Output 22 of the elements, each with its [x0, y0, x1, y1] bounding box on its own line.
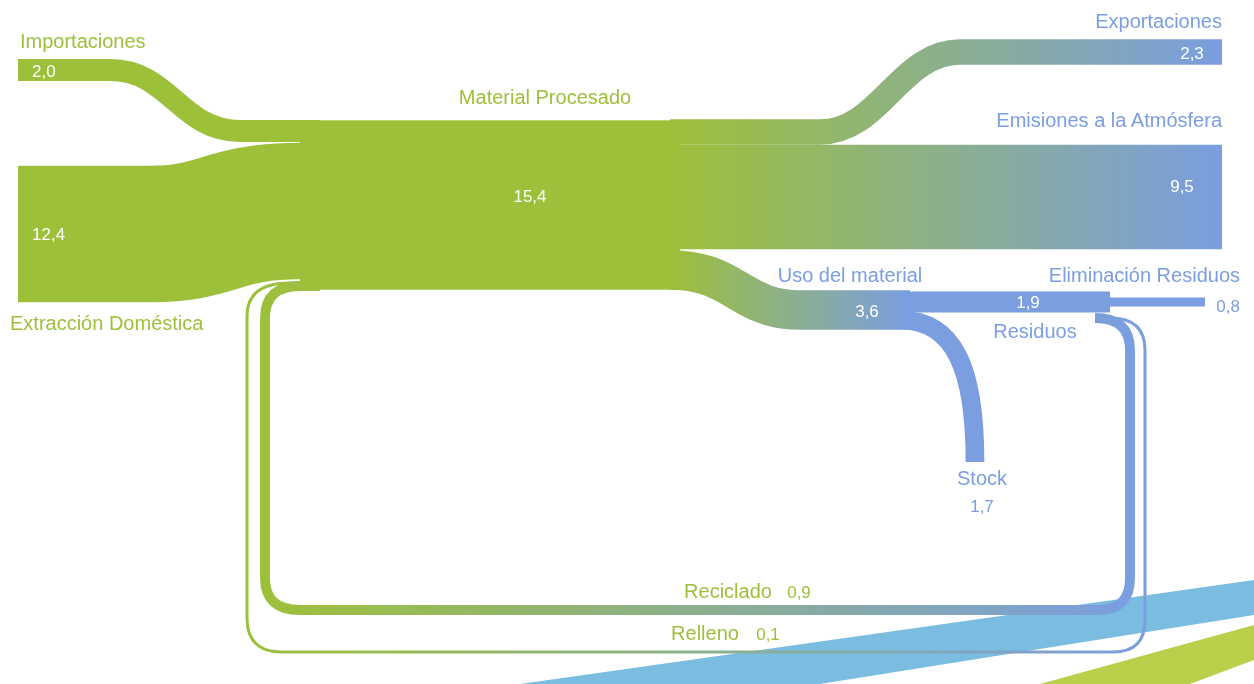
category-label: Material Procesado: [458, 86, 632, 108]
data-label: 0,8: [1216, 297, 1240, 316]
data-label: 9,5: [1170, 177, 1194, 196]
category-label: Relleno: [671, 622, 739, 644]
data-label: 1,9: [1016, 293, 1040, 312]
data-label: 0,9: [787, 583, 811, 602]
data-label: 3,6: [855, 302, 879, 321]
data-label: 15,4: [513, 187, 547, 206]
category-label: Extracción Doméstica: [10, 312, 205, 334]
category-label: Exportaciones: [1095, 10, 1222, 32]
data-label: 12,4: [32, 225, 66, 244]
category-label: Eliminación Residuos: [1048, 264, 1240, 286]
data-label: 2,0: [32, 62, 56, 81]
category-label: Importaciones: [20, 30, 146, 52]
data-label: 0,1: [756, 625, 780, 644]
data-label: 1,7: [970, 497, 994, 516]
category-label: Reciclado: [684, 580, 772, 602]
category-label: Uso del material: [777, 264, 923, 286]
category-label: Residuos: [993, 320, 1077, 342]
data-label: 2,3: [1180, 44, 1204, 63]
category-label: Stock: [956, 467, 1008, 489]
category-label: Emisiones a la Atmósfera: [996, 109, 1223, 131]
